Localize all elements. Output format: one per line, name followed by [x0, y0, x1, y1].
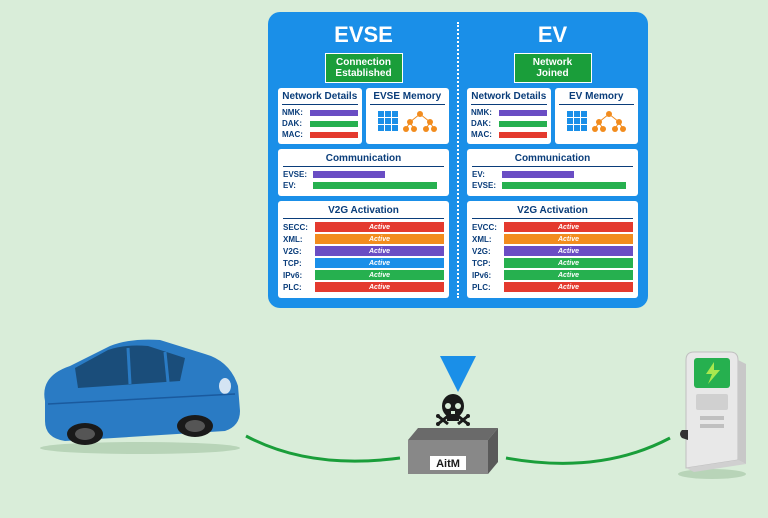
v2g-row: XML:Active	[472, 234, 633, 244]
ev-status: Network Joined	[514, 53, 592, 83]
skull-icon	[434, 392, 472, 430]
v2g-row: XML:Active	[283, 234, 444, 244]
v2g-row: PLC:Active	[472, 282, 633, 292]
network-detail-row: NMK:	[282, 108, 358, 117]
evse-communication: Communication EVSE:EV:	[278, 149, 449, 196]
v2g-row: TCP:Active	[283, 258, 444, 268]
network-detail-row: DAK:	[471, 119, 547, 128]
ev-car	[30, 326, 250, 456]
evse-network-details: Network Details NMK:DAK:MAC:	[278, 88, 362, 144]
tree-icon	[593, 110, 625, 132]
network-detail-row: NMK:	[471, 108, 547, 117]
ev-network-details: Network Details NMK:DAK:MAC:	[467, 88, 551, 144]
comm-row: EV:	[472, 170, 633, 179]
ev-memory: EV Memory	[555, 88, 639, 144]
v2g-row: SECC:Active	[283, 222, 444, 232]
network-detail-row: MAC:	[471, 130, 547, 139]
network-detail-row: MAC:	[282, 130, 358, 139]
grid-icon	[567, 111, 587, 131]
v2g-row: V2G:Active	[472, 246, 633, 256]
evse-v2g: V2G Activation SECC:ActiveXML:ActiveV2G:…	[278, 201, 449, 298]
ev-title: EV	[467, 22, 638, 48]
info-bubble: EVSE Connection Established Network Deta…	[268, 12, 648, 308]
evse-status: Connection Established	[325, 53, 403, 83]
v2g-row: EVCC:Active	[472, 222, 633, 232]
v2g-row: V2G:Active	[283, 246, 444, 256]
v2g-row: IPv6:Active	[472, 270, 633, 280]
evse-panel: EVSE Connection Established Network Deta…	[278, 22, 459, 298]
aitm-device: AitM	[400, 428, 506, 478]
bubble-tail	[440, 356, 476, 392]
ev-panel: EV Network Joined Network Details NMK:DA…	[459, 22, 638, 298]
v2g-row: PLC:Active	[283, 282, 444, 292]
charging-station	[674, 332, 750, 480]
ev-communication: Communication EV:EVSE:	[467, 149, 638, 196]
comm-row: EV:	[283, 181, 444, 190]
v2g-row: IPv6:Active	[283, 270, 444, 280]
comm-row: EVSE:	[283, 170, 444, 179]
evse-title: EVSE	[278, 22, 449, 48]
evse-memory: EVSE Memory	[366, 88, 450, 144]
comm-row: EVSE:	[472, 181, 633, 190]
ev-v2g: V2G Activation EVCC:ActiveXML:ActiveV2G:…	[467, 201, 638, 298]
network-detail-row: DAK:	[282, 119, 358, 128]
v2g-row: TCP:Active	[472, 258, 633, 268]
tree-icon	[404, 110, 436, 132]
svg-text:AitM: AitM	[436, 458, 460, 470]
grid-icon	[378, 111, 398, 131]
